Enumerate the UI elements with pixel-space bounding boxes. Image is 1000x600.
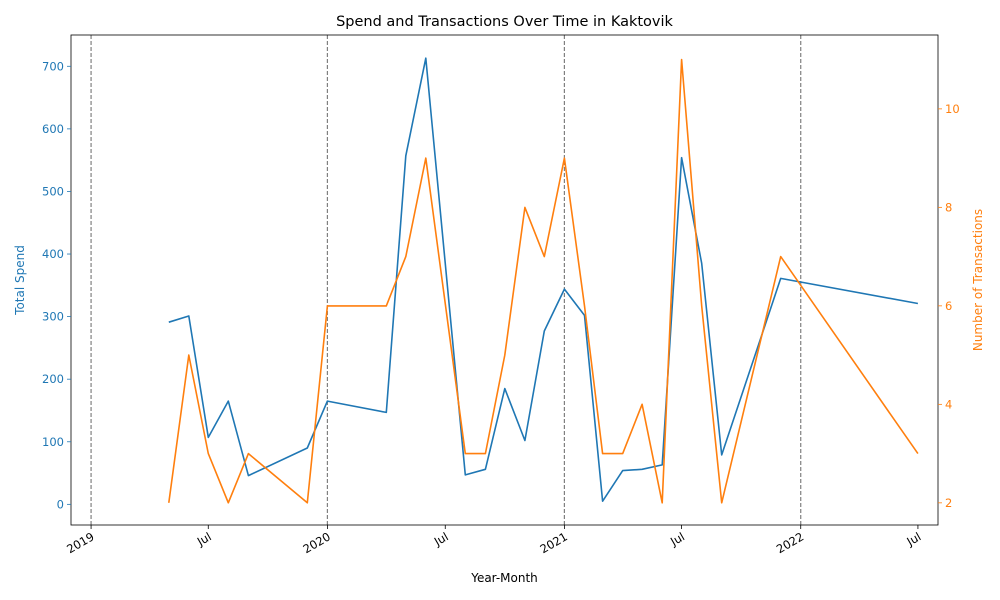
y-right-tick-label: 4 [945, 397, 952, 411]
year-lines [90, 35, 802, 525]
chart-title: Spend and Transactions Over Time in Kakt… [336, 14, 673, 30]
y-right-tick-label: 10 [945, 102, 960, 116]
y-right-tick-label: 8 [945, 200, 952, 214]
y-axis-label-right: Number of Transactions [971, 209, 985, 351]
y-axis-right: 2 4 6 8 10 [938, 102, 960, 510]
y-left-tick-label: 400 [42, 247, 64, 261]
y-left-tick-label: 700 [42, 59, 64, 73]
y-right-tick-label: 6 [945, 299, 952, 313]
spend-series-line [168, 57, 919, 503]
x-tick-label: Jul [667, 529, 687, 549]
x-tick-label: Jul [194, 529, 214, 549]
y-axis-label-left: Total Spend [13, 245, 27, 316]
y-left-tick-label: 500 [42, 184, 64, 198]
y-left-tick-label: 300 [42, 310, 64, 324]
x-tick-label: Jul [431, 529, 451, 549]
x-tick-label: Jul [904, 529, 924, 549]
plot-frame [70, 34, 939, 526]
y-axis-left: 0 100 200 300 400 500 600 700 [42, 59, 71, 511]
y-left-tick-label: 600 [42, 122, 64, 136]
y-left-tick-label: 0 [57, 497, 64, 511]
y-left-tick-label: 100 [42, 435, 64, 449]
y-left-tick-label: 200 [42, 372, 64, 386]
transactions-series-line [168, 58, 919, 504]
series-lines [168, 57, 919, 504]
y-right-tick-label: 2 [945, 496, 952, 510]
x-axis-label: Year-Month [470, 571, 538, 585]
